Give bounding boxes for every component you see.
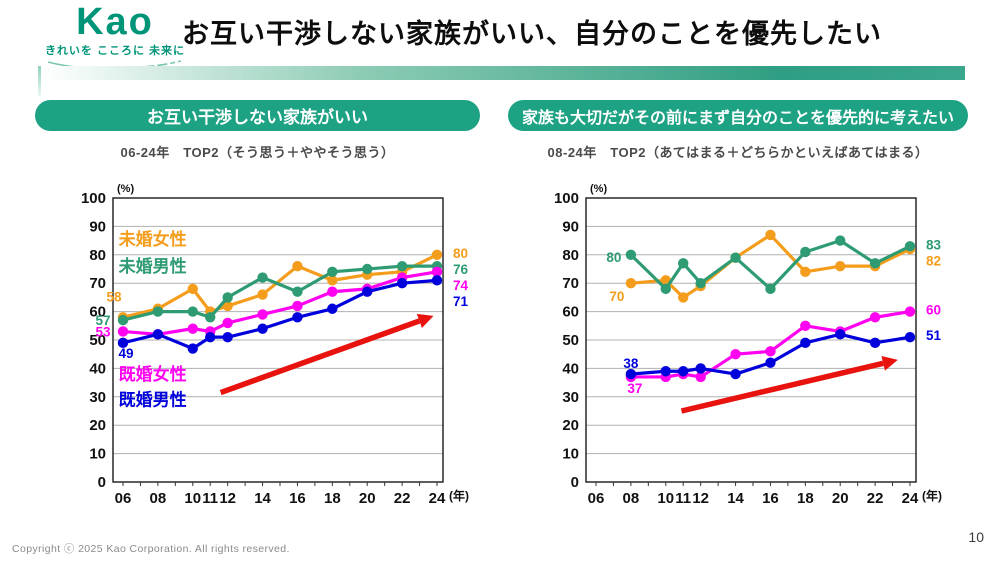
copyright-text: Copyright ⓒ 2025 Kao Corporation. All ri… (12, 543, 290, 555)
svg-text:22: 22 (867, 490, 884, 507)
legend-label: 未婚男性 (118, 256, 187, 276)
svg-text:100: 100 (81, 190, 106, 207)
chart-series-3: 49 (117, 275, 443, 361)
legend-label: 既婚女性 (119, 364, 187, 384)
svg-text:10: 10 (89, 446, 106, 463)
chart-series-2: 37 (625, 306, 916, 396)
svg-text:11: 11 (675, 490, 691, 507)
svg-text:10: 10 (657, 490, 674, 507)
x-axis: 06 08 10 11 12 14 16 18 20 22 24 (115, 482, 446, 507)
svg-text:90: 90 (89, 218, 106, 235)
svg-text:22: 22 (394, 490, 411, 507)
svg-text:80: 80 (89, 247, 106, 264)
y-axis-labels: 0 10 20 30 40 50 60 70 80 90 100 (554, 190, 579, 491)
svg-text:16: 16 (289, 490, 306, 507)
svg-text:14: 14 (727, 490, 744, 507)
right-chart-subtitle: 08-24年 TOP2（あてはまる＋どちらかといえばあてはまる） (547, 145, 929, 160)
plot-border (112, 197, 444, 483)
series-start-value-label: 57 (95, 313, 110, 328)
chart-series-3: 38 (623, 329, 916, 380)
svg-text:70: 70 (562, 275, 579, 292)
svg-text:80: 80 (562, 247, 579, 264)
svg-text:0: 0 (98, 474, 106, 491)
series-start-value-label: 53 (95, 324, 111, 339)
kao-logo: Kao きれいを こころに 未来に (40, 2, 190, 71)
year-unit-label: (年) (922, 488, 942, 503)
svg-text:30: 30 (562, 389, 579, 406)
y-axis-labels: 0 10 20 30 40 50 60 70 80 90 100 (81, 190, 106, 491)
right-chart-title-pill: 家族も大切だがその前にまず自分のことを優先的に考えたい (508, 100, 968, 131)
svg-text:50: 50 (89, 332, 106, 349)
left-chart-title-pill: お互い干渉しない家族がいい (35, 100, 480, 131)
series-start-value-label: 38 (623, 356, 639, 371)
page-title: お互い干渉しない家族がいい、自分のことを優先したい (182, 19, 882, 49)
svg-text:40: 40 (562, 360, 579, 377)
svg-text:90: 90 (562, 218, 579, 235)
svg-text:14: 14 (254, 490, 271, 507)
chart-series-0: 70 (609, 229, 916, 304)
page-number: 10 (968, 529, 984, 545)
svg-text:40: 40 (89, 360, 106, 377)
svg-text:18: 18 (797, 490, 814, 507)
kao-logo-wordmark: Kao (76, 1, 154, 43)
svg-text:10: 10 (562, 446, 579, 463)
series-end-value-label: 60 (926, 303, 941, 318)
trend-arrow (680, 356, 898, 414)
svg-text:11: 11 (202, 490, 218, 507)
svg-text:30: 30 (89, 389, 106, 406)
legend-label: 既婚男性 (119, 390, 187, 410)
svg-text:08: 08 (150, 490, 167, 507)
svg-text:24: 24 (902, 490, 919, 507)
x-axis: 06 08 10 11 12 14 16 18 20 22 24 (588, 482, 919, 507)
logo-swoosh-decoration (47, 60, 182, 70)
svg-text:12: 12 (219, 490, 236, 507)
svg-text:20: 20 (359, 490, 376, 507)
svg-text:20: 20 (832, 490, 849, 507)
chart-series-1: 80 (606, 235, 916, 295)
kao-logo-tagline: きれいを こころに 未来に (44, 45, 186, 57)
accent-vertical-line (38, 66, 41, 96)
percent-unit-label: (%) (117, 183, 134, 195)
series-end-value-label: 51 (926, 328, 942, 343)
accent-gradient-bar (42, 66, 965, 80)
svg-text:50: 50 (562, 332, 579, 349)
svg-text:70: 70 (89, 275, 106, 292)
svg-text:0: 0 (571, 474, 579, 491)
series-end-value-label: 83 (926, 237, 942, 252)
svg-text:06: 06 (115, 490, 132, 507)
chart-gridlines (586, 225, 916, 455)
svg-text:08: 08 (623, 490, 640, 507)
svg-text:06: 06 (588, 490, 605, 507)
svg-text:18: 18 (324, 490, 341, 507)
series-start-value-label: 70 (609, 289, 624, 304)
trend-arrow (219, 313, 434, 396)
svg-text:10: 10 (184, 490, 201, 507)
series-end-value-label: 76 (453, 262, 469, 277)
legend-label: 未婚女性 (118, 229, 187, 249)
year-unit-label: (年) (449, 488, 469, 503)
svg-text:60: 60 (89, 304, 106, 321)
percent-unit-label: (%) (590, 183, 607, 195)
series-start-value-label: 49 (118, 346, 133, 361)
svg-text:20: 20 (89, 417, 106, 434)
svg-text:60: 60 (562, 304, 579, 321)
series-end-value-label: 71 (453, 294, 469, 309)
chart-series-1: 57 (95, 260, 443, 328)
plot-border (585, 197, 917, 483)
svg-text:24: 24 (429, 490, 446, 507)
series-start-value-label: 58 (106, 289, 122, 304)
svg-text:12: 12 (692, 490, 709, 507)
svg-text:20: 20 (562, 417, 579, 434)
svg-text:100: 100 (554, 190, 579, 207)
series-end-value-label: 80 (453, 246, 468, 261)
svg-text:16: 16 (762, 490, 779, 507)
series-end-value-label: 82 (926, 253, 941, 268)
series-start-value-label: 80 (606, 250, 621, 265)
series-end-value-label: 74 (453, 278, 469, 293)
series-start-value-label: 37 (627, 381, 642, 396)
left-chart-subtitle: 06-24年 TOP2（そう思う＋ややそう思う） (120, 145, 395, 160)
